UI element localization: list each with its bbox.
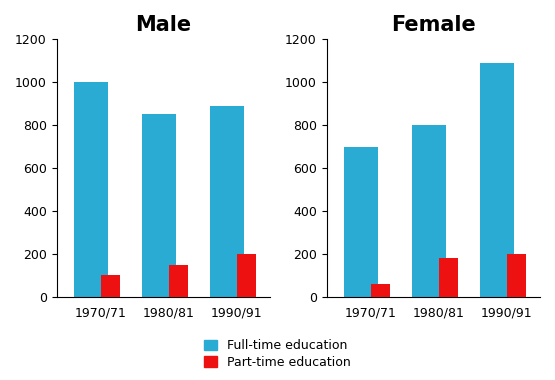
Title: Female: Female (391, 15, 476, 35)
Title: Male: Male (135, 15, 191, 35)
Bar (238, 254, 256, 297)
Bar (169, 264, 188, 297)
Bar (210, 106, 244, 297)
Bar (142, 114, 176, 297)
Bar (344, 147, 378, 297)
Bar (507, 254, 526, 297)
Bar (439, 258, 458, 297)
Bar (101, 275, 120, 297)
Bar (371, 284, 390, 297)
Bar (74, 82, 108, 297)
Legend: Full-time education, Part-time education: Full-time education, Part-time education (199, 334, 356, 374)
Bar (412, 125, 446, 297)
Bar (480, 63, 514, 297)
